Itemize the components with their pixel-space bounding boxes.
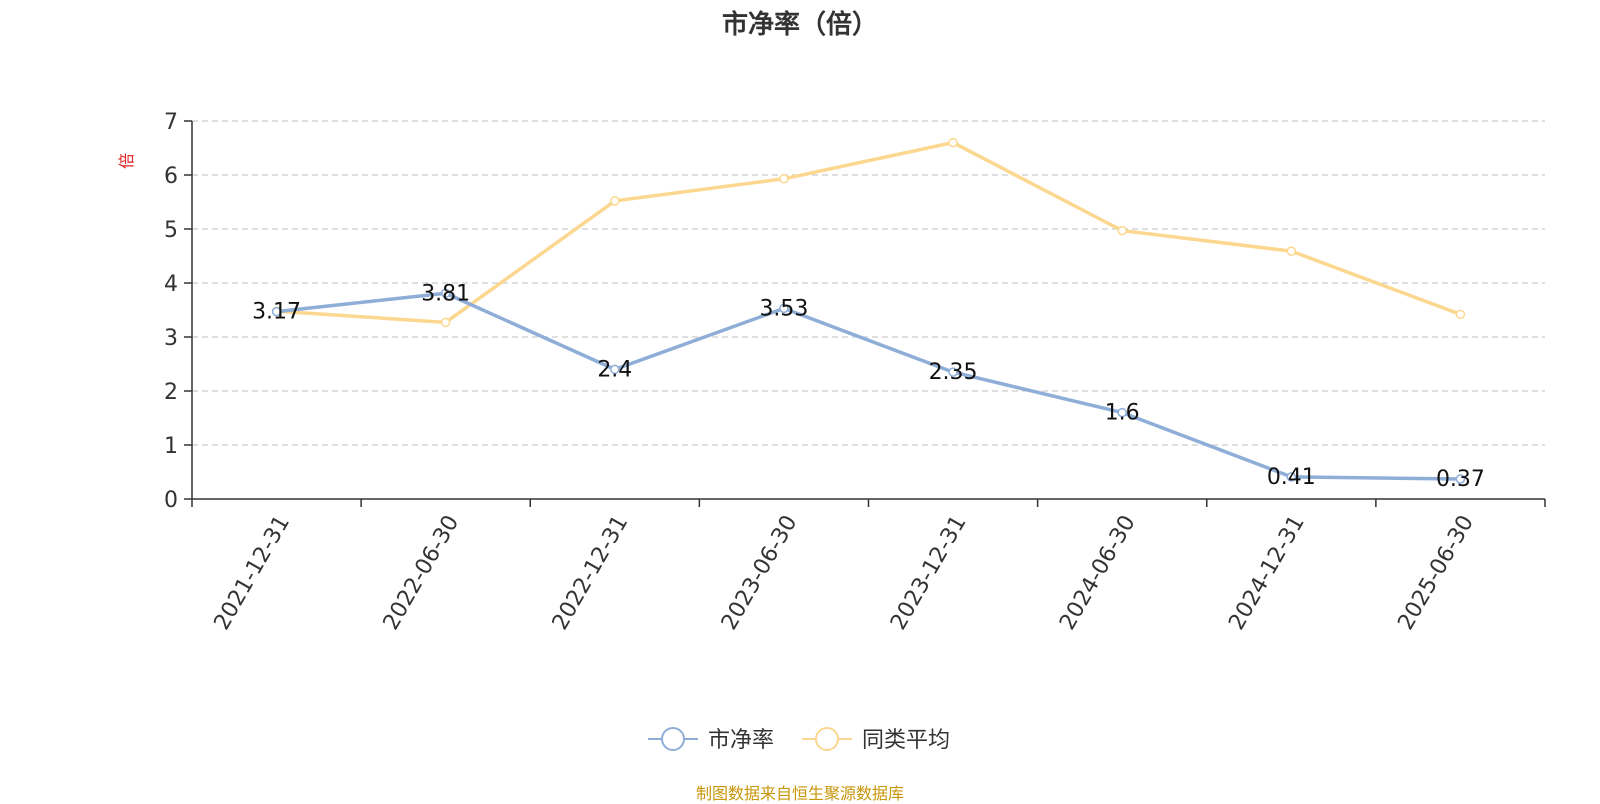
series <box>271 137 1466 484</box>
series-line-pb-ratio <box>276 291 1461 481</box>
data-point[interactable] <box>948 137 958 148</box>
x-tick-label: 2023-06-30 <box>717 511 803 634</box>
data-point[interactable] <box>610 364 620 375</box>
data-point[interactable] <box>440 288 451 299</box>
data-point[interactable] <box>271 306 282 317</box>
data-label: 0.41 <box>1267 465 1316 490</box>
x-tick-label: 2022-12-31 <box>548 511 634 634</box>
y-axis-label: 倍 <box>117 153 136 169</box>
legend-item-peer-average[interactable]: 同类平均 <box>802 727 950 753</box>
data-label: 3.17 <box>252 300 301 325</box>
legend[interactable]: 市净率 同类平均 <box>648 727 950 753</box>
data-label: 1.6 <box>1105 401 1140 426</box>
source-note: 制图数据来自恒生聚源数据库 <box>695 784 904 803</box>
legend-marker <box>815 727 839 751</box>
y-tick-label: 4 <box>164 272 178 297</box>
data-point[interactable] <box>1455 474 1466 484</box>
data-point[interactable] <box>440 317 451 328</box>
x-tick-label: 2024-06-30 <box>1055 511 1141 634</box>
y-tick-label: 2 <box>164 380 178 405</box>
x-tick-label: 2021-12-31 <box>210 511 296 634</box>
data-point[interactable] <box>1286 472 1297 482</box>
legend-label: 同类平均 <box>862 728 950 753</box>
data-point[interactable] <box>1455 309 1466 320</box>
data-point[interactable] <box>1286 246 1297 256</box>
legend-item-pb-ratio[interactable]: 市净率 <box>648 727 774 753</box>
x-tick-label: 2024-12-31 <box>1224 511 1310 634</box>
x-tick-label: 2022-06-30 <box>379 511 465 634</box>
data-point[interactable] <box>610 196 620 206</box>
y-tick-label: 0 <box>164 488 178 513</box>
data-label: 2.35 <box>929 360 978 385</box>
data-point[interactable] <box>948 367 958 377</box>
x-tick-label: 2025-06-30 <box>1393 511 1479 634</box>
data-label: 2.4 <box>597 357 632 382</box>
data-point[interactable] <box>779 174 789 184</box>
y-tick-label: 7 <box>164 110 178 135</box>
data-labels: 3.17 3.81 2.4 3.53 2.35 1.6 0.41 0.37 <box>252 281 1485 492</box>
y-tick-label: 6 <box>164 164 178 189</box>
data-label: 3.81 <box>421 281 470 306</box>
axes: 0 1 2 3 4 5 6 7 倍 2021-12-31 2022-06-30 2022-12-31 2… <box>117 110 1546 634</box>
data-label: 3.53 <box>759 296 808 321</box>
data-point[interactable] <box>1117 407 1127 418</box>
y-tick-label: 1 <box>164 434 178 459</box>
series-line-peer-average <box>276 140 1462 325</box>
y-tick-label: 3 <box>164 326 178 351</box>
legend-marker <box>661 727 685 751</box>
y-tick-label: 5 <box>164 218 178 243</box>
data-label: 0.37 <box>1436 467 1485 492</box>
grid-lines <box>192 120 1545 446</box>
legend-label: 市净率 <box>708 728 774 753</box>
data-point[interactable] <box>779 303 789 314</box>
chart-title: 市净率（倍） <box>721 10 878 40</box>
x-tick-label: 2023-12-31 <box>886 511 972 634</box>
data-point[interactable] <box>1117 225 1127 236</box>
